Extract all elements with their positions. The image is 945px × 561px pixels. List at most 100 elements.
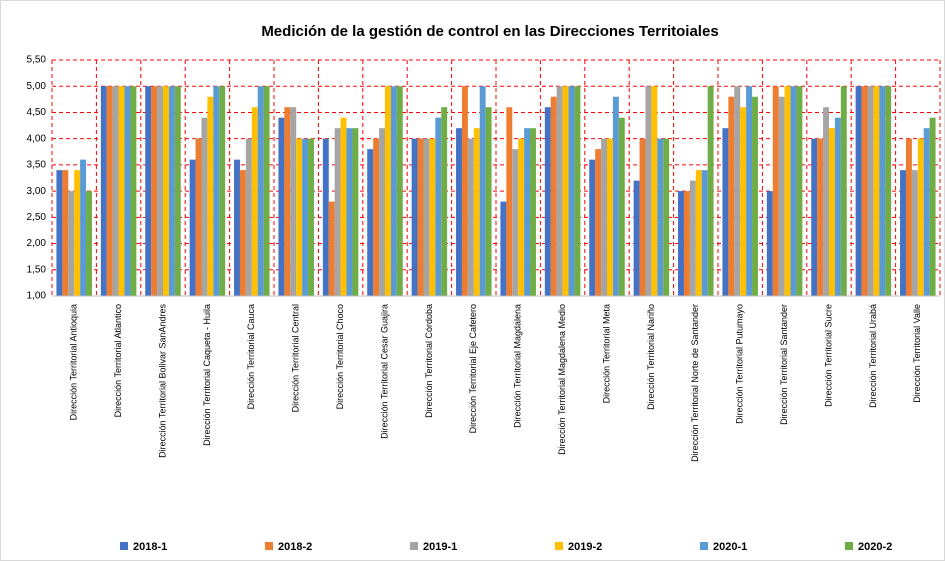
bar (784, 86, 791, 296)
bar (879, 86, 886, 296)
bar (296, 138, 303, 296)
bar (379, 128, 385, 296)
bar (86, 191, 92, 296)
bar (885, 86, 892, 296)
legend-swatch (845, 542, 853, 550)
bar (367, 149, 374, 296)
bar (479, 86, 486, 296)
bar (601, 138, 607, 296)
bar (823, 107, 829, 296)
bar (568, 86, 575, 296)
x-tick-label: Dirección Territorial Córdoba (424, 304, 434, 418)
y-tick-label: 4,00 (27, 133, 47, 144)
bar (118, 86, 125, 296)
bar (518, 138, 525, 296)
bar (168, 86, 175, 296)
bar (245, 138, 252, 296)
bar (290, 107, 297, 296)
bar (74, 170, 81, 296)
x-tick-label: Dirección Territorial Magdalena (513, 304, 523, 428)
bar (772, 86, 779, 296)
bar (100, 86, 107, 296)
bar (796, 86, 803, 296)
bar (530, 128, 536, 296)
bar (707, 86, 714, 296)
bar (746, 86, 753, 296)
x-tick-label: Dirección Territorial Antioquia (69, 304, 79, 420)
bar (151, 86, 158, 296)
bar (917, 138, 924, 296)
bar (263, 86, 270, 296)
x-tick-label: Dirección Territorial Magdalena Medio (557, 304, 567, 455)
y-tick-label: 4,50 (27, 107, 47, 118)
bar (284, 107, 291, 296)
bar (817, 138, 824, 296)
legend-swatch (700, 542, 708, 550)
bar (456, 128, 462, 296)
bar (639, 138, 646, 296)
bar (550, 96, 557, 296)
bar (618, 117, 625, 296)
bar (734, 86, 741, 296)
bar (657, 138, 664, 296)
bar (201, 117, 208, 296)
bar (929, 117, 936, 296)
bar (322, 138, 329, 296)
bar (485, 107, 492, 296)
bar (278, 117, 285, 296)
bar (219, 86, 226, 296)
bar (467, 138, 474, 296)
bar (461, 86, 468, 296)
bar (62, 170, 69, 296)
bar (728, 96, 735, 296)
legend-swatch (410, 542, 418, 550)
x-tick-label: Dirección Territorial Cesar Guajira (379, 304, 389, 439)
bar (234, 159, 240, 296)
x-tick-label: Dirección Territorial Bolivar SanAndres (157, 304, 167, 458)
bar (500, 201, 507, 296)
y-tick-label: 2,50 (27, 212, 47, 223)
x-tick-label: Dirección Territorial Atlantico (113, 304, 123, 417)
bar (340, 117, 347, 296)
bar (506, 107, 513, 296)
bar (174, 86, 181, 296)
legend-label: 2020-2 (858, 541, 892, 553)
bar (163, 86, 169, 296)
bar (562, 86, 569, 296)
legend-swatch (120, 542, 128, 550)
x-tick-label: Dirección Territorial Putumayo (735, 304, 745, 424)
bar (473, 128, 480, 296)
x-tick-label: Dirección Territorial Meta (601, 304, 611, 403)
bar (855, 86, 862, 296)
y-tick-label: 3,50 (27, 160, 47, 171)
bar (695, 170, 702, 296)
x-tick-label: Dirección Territorial Central (291, 304, 301, 412)
bar (663, 138, 670, 296)
bar (811, 138, 818, 296)
x-tick-label: Dirección Territorial Caqueta - Huila (202, 304, 212, 446)
bar (251, 107, 258, 296)
bar (80, 159, 87, 296)
bar (873, 86, 880, 296)
bar (145, 86, 152, 296)
bar (308, 138, 314, 296)
bar (834, 117, 841, 296)
bar (612, 96, 619, 296)
bar (441, 107, 448, 296)
bar (740, 107, 747, 296)
legend-label: 2019-2 (568, 541, 602, 553)
y-tick-label: 1,50 (27, 264, 47, 275)
legend-label: 2020-1 (713, 541, 747, 553)
bar (385, 86, 391, 296)
bar (752, 96, 758, 296)
bar (829, 128, 835, 296)
bar (905, 138, 912, 296)
bar (328, 201, 335, 296)
bar (124, 86, 131, 296)
x-tick-label: Dirección Territorial Urabá (868, 304, 878, 408)
bar (207, 96, 214, 296)
bar (923, 128, 930, 296)
bar (867, 86, 874, 296)
bar (56, 170, 63, 296)
